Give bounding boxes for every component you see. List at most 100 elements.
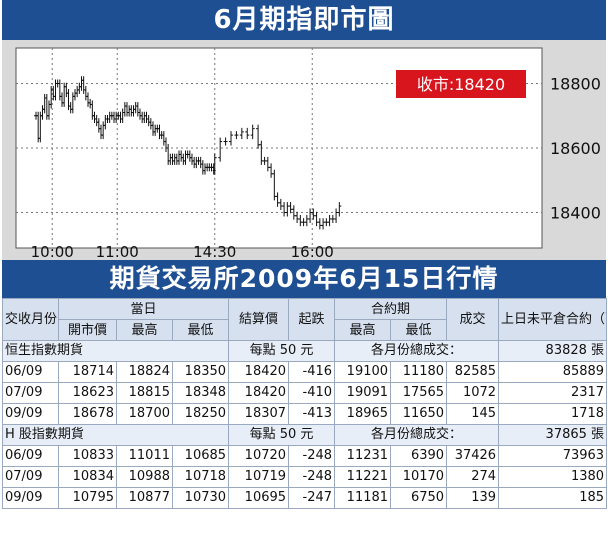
group-name: 恒生指數期貨 [1,340,230,362]
table-cell: 18965 [334,403,392,425]
table-cell: 10795 [58,487,117,509]
group-unit: 每點 50 元 [228,424,336,446]
table-cell: 10988 [116,466,173,488]
table-cell: 10718 [171,466,230,488]
page-title: 6月期指即市圖 [2,0,606,40]
table-cell: 85889 [498,361,608,383]
table-cell: 10720 [228,445,290,467]
table-body: 恒生指數期貨 每點 50 元各月份總成交： 83828 張 06/09 18714 188… [1,340,608,509]
price-series [34,76,342,230]
table-cell: 1072 [446,382,500,404]
table-cell: 09/09 [2,403,59,425]
table-cell: -248 [288,445,336,467]
col-contract-high: 最高 [334,319,392,341]
table-cell: -410 [288,382,336,404]
table-cell: 18815 [116,382,173,404]
table-cell: 274 [446,466,500,488]
table-group-row: H 股指數期貨 每點 50 元各月份總成交： 37865 張 [1,424,608,446]
tick-labels: 18800 18600 18400 10:00 11:00 14:30 16:00 [31,74,601,260]
group-total-value: 83828 張 [498,340,608,362]
table-cell: 07/09 [2,466,59,488]
table-cell: 18250 [171,403,230,425]
y-tick-label: 18400 [550,204,601,223]
table-cell: 19100 [334,361,392,383]
quotes-table-wrap: 交收月份 當日 結算價 起跌 合約期 成交 上日未平倉合約（張） 開市價 最高 … [1,298,608,535]
y-tick-label: 18800 [550,74,601,93]
chart-svg: 18800 18600 18400 10:00 11:00 14:30 16:00 收市:1… [15,47,601,260]
table-title: 期貨交易所2009年6月15日行情 [2,260,606,298]
grid-layer [16,48,542,248]
table-cell: 139 [446,487,500,509]
table-cell: 10730 [171,487,230,509]
table-cell: 10170 [390,466,448,488]
table-cell: 73963 [498,445,608,467]
table-row: 09/09 18678 18700 18250 18307 -413 18965 11650 1… [2,403,608,425]
col-contract-group: 合約期 [334,298,448,320]
table-row: 07/09 10834 10988 10718 10719 -248 11221 10170 2… [2,466,608,488]
table-cell: 06/09 [2,361,59,383]
table-cell: 18678 [58,403,117,425]
table-cell: 06/09 [2,445,59,467]
col-settlement: 結算價 [228,298,290,341]
group-unit: 每點 50 元 [228,340,336,362]
table-cell: -248 [288,466,336,488]
col-change: 起跌 [288,298,336,341]
table-cell: 1380 [498,466,608,488]
table-cell: 17565 [390,382,448,404]
table-cell: 18420 [228,361,290,383]
table-cell: 07/09 [2,382,59,404]
x-tick-label: 10:00 [31,243,74,260]
table-cell: 18714 [58,361,117,383]
table-cell: 11011 [116,445,173,467]
table-cell: 1718 [498,403,608,425]
table-row: 09/09 10795 10877 10730 10695 -247 11181 6750 13… [2,487,608,509]
table-cell: 185 [498,487,608,509]
group-total-label: 各月份總成交： [334,424,500,446]
x-tick-label: 11:00 [96,243,139,260]
col-day-high: 最高 [116,319,173,341]
col-day-low: 最低 [171,319,230,341]
table-cell: 82585 [446,361,500,383]
x-tick-label: 16:00 [291,243,334,260]
closing-badge: 收市:18420 [396,70,526,98]
table-cell: 2317 [498,382,608,404]
table-group-row: 恒生指數期貨 每點 50 元各月份總成交： 83828 張 [1,340,608,362]
table-cell: 11181 [334,487,392,509]
group-total-value: 37865 張 [498,424,608,446]
table-cell: 6750 [390,487,448,509]
x-tick-label: 14:30 [193,243,236,260]
table-cell: 18350 [171,361,230,383]
col-settle-month: 交收月份 [2,298,59,341]
table-cell: 10877 [116,487,173,509]
table-cell: 18700 [116,403,173,425]
table-cell: 18623 [58,382,117,404]
table-cell: 11650 [390,403,448,425]
table-row: 07/09 18623 18815 18348 18420 -410 19091 17565 1… [2,382,608,404]
table-row: 06/09 10833 11011 10685 10720 -248 11231 6390 37… [2,445,608,467]
closing-badge-text: 收市:18420 [417,75,505,94]
table-cell: 18420 [228,382,290,404]
table-cell: 10833 [58,445,117,467]
table-cell: 10719 [228,466,290,488]
table-cell: 37426 [446,445,500,467]
table-cell: -413 [288,403,336,425]
col-contract-low: 最低 [390,319,448,341]
table-cell: -416 [288,361,336,383]
col-volume: 成交 [446,298,500,341]
table-cell: 09/09 [2,487,59,509]
table-cell: 6390 [390,445,448,467]
table-cell: 145 [446,403,500,425]
table-cell: 18824 [116,361,173,383]
table-cell: 10834 [58,466,117,488]
group-total-label: 各月份總成交： [334,340,500,362]
table-cell: -247 [288,487,336,509]
table-row: 06/09 18714 18824 18350 18420 -416 19100 11180 8… [2,361,608,383]
table-cell: 19091 [334,382,392,404]
table-cell: 10685 [171,445,230,467]
table-cell: 11231 [334,445,392,467]
table-cell: 10695 [228,487,290,509]
group-name: H 股指數期貨 [1,424,230,446]
table-cell: 18348 [171,382,230,404]
col-day-group: 當日 [57,298,230,320]
table-cell: 11180 [390,361,448,383]
